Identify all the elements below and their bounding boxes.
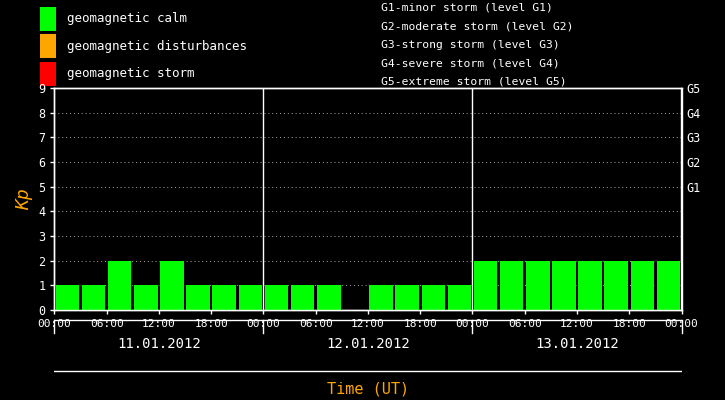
Bar [369,285,393,310]
Bar [395,285,419,310]
Bar [579,261,602,310]
Bar [552,261,576,310]
Bar [447,285,471,310]
Bar [605,261,628,310]
Bar [239,285,262,310]
Bar [291,285,315,310]
Y-axis label: Kp: Kp [14,188,33,210]
Text: G5-extreme storm (level G5): G5-extreme storm (level G5) [381,76,566,86]
Bar [526,261,550,310]
Bar [631,261,654,310]
Text: 11.01.2012: 11.01.2012 [117,337,201,351]
Bar [56,285,79,310]
Text: G1-minor storm (level G1): G1-minor storm (level G1) [381,2,552,12]
Bar [265,285,289,310]
Text: 13.01.2012: 13.01.2012 [535,337,619,351]
Text: 12.01.2012: 12.01.2012 [326,337,410,351]
Text: G2-moderate storm (level G2): G2-moderate storm (level G2) [381,21,573,31]
Bar [40,34,56,58]
Bar [317,285,341,310]
Text: geomagnetic calm: geomagnetic calm [67,12,187,26]
Bar [160,261,183,310]
Bar [82,285,105,310]
Bar [212,285,236,310]
Bar [40,62,56,86]
Bar [473,261,497,310]
Bar [421,285,445,310]
Bar [40,7,56,31]
Text: geomagnetic storm: geomagnetic storm [67,68,194,80]
Text: Time (UT): Time (UT) [327,381,410,396]
Text: G4-severe storm (level G4): G4-severe storm (level G4) [381,58,560,68]
Bar [108,261,131,310]
Text: geomagnetic disturbances: geomagnetic disturbances [67,40,246,53]
Bar [134,285,157,310]
Bar [657,261,680,310]
Bar [500,261,523,310]
Bar [186,285,210,310]
Text: G3-strong storm (level G3): G3-strong storm (level G3) [381,40,560,50]
